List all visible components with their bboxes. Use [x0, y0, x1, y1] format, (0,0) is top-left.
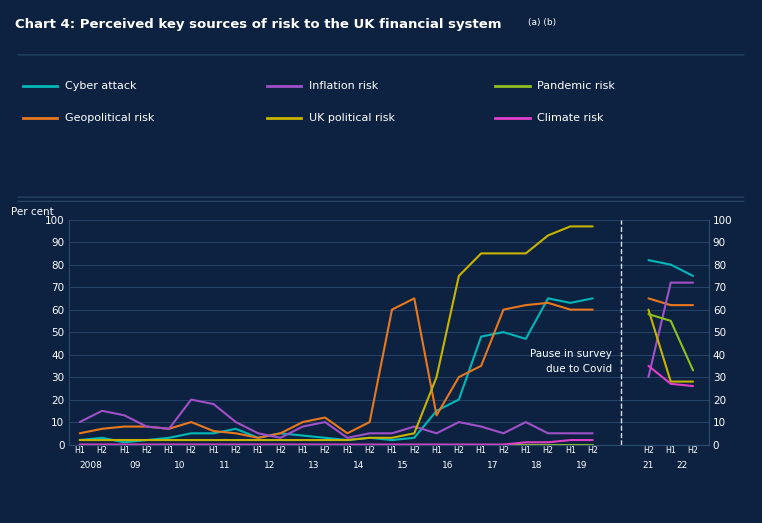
Text: 13: 13 [308, 461, 319, 470]
Text: (a) (b): (a) (b) [528, 18, 556, 27]
Text: 17: 17 [487, 461, 498, 470]
Text: Pandemic risk: Pandemic risk [537, 81, 615, 92]
Text: Inflation risk: Inflation risk [309, 81, 378, 92]
Text: 09: 09 [130, 461, 141, 470]
Text: Chart 4: Perceived key sources of risk to the UK financial system: Chart 4: Perceived key sources of risk t… [15, 18, 501, 31]
Text: 22: 22 [676, 461, 687, 470]
Text: 18: 18 [531, 461, 543, 470]
Text: 16: 16 [442, 461, 453, 470]
Text: Geopolitical risk: Geopolitical risk [65, 112, 154, 123]
Text: 19: 19 [576, 461, 588, 470]
Text: 12: 12 [264, 461, 275, 470]
Text: Pause in survey
due to Covid: Pause in survey due to Covid [530, 349, 612, 374]
Text: UK political risk: UK political risk [309, 112, 395, 123]
Text: 21: 21 [643, 461, 654, 470]
Text: 11: 11 [219, 461, 230, 470]
Text: Per cent: Per cent [11, 208, 54, 218]
Text: 15: 15 [397, 461, 409, 470]
Text: 10: 10 [174, 461, 186, 470]
Text: 2008: 2008 [79, 461, 102, 470]
Text: 14: 14 [353, 461, 364, 470]
Text: Cyber attack: Cyber attack [65, 81, 136, 92]
Text: Climate risk: Climate risk [537, 112, 604, 123]
